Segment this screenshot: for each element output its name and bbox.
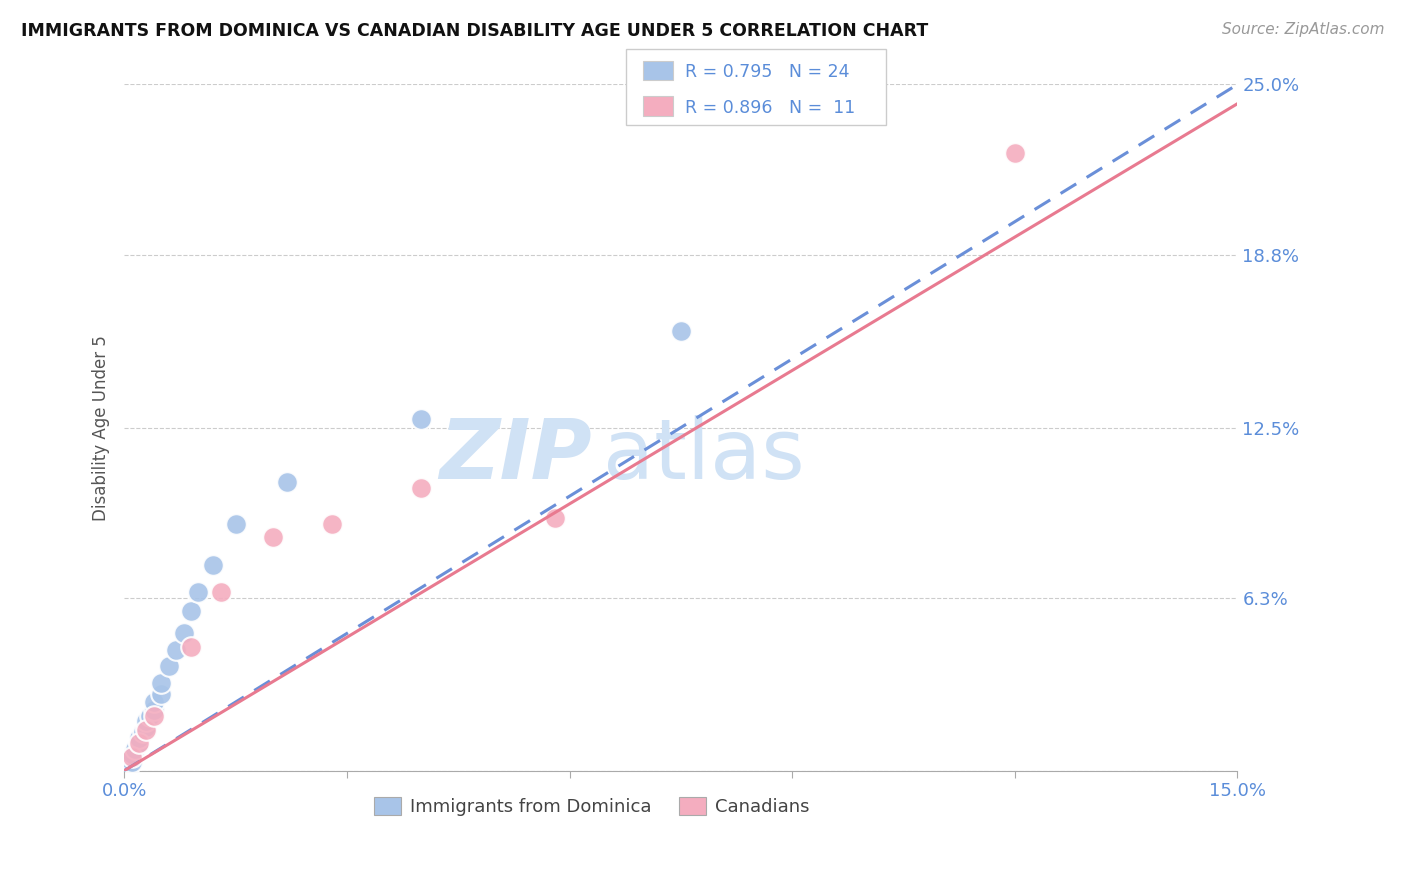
Point — [117, 761, 139, 775]
Text: ZIP: ZIP — [439, 415, 592, 496]
Y-axis label: Disability Age Under 5: Disability Age Under 5 — [93, 334, 110, 521]
Text: R = 0.896   N =  11: R = 0.896 N = 11 — [685, 99, 855, 117]
Point — [135, 714, 157, 729]
Point — [262, 530, 284, 544]
Text: IMMIGRANTS FROM DOMINICA VS CANADIAN DISABILITY AGE UNDER 5 CORRELATION CHART: IMMIGRANTS FROM DOMINICA VS CANADIAN DIS… — [21, 22, 928, 40]
Point — [121, 750, 143, 764]
Point — [121, 756, 143, 770]
Point — [180, 605, 202, 619]
Text: R = 0.795   N = 24: R = 0.795 N = 24 — [685, 63, 849, 81]
Point — [142, 708, 165, 723]
Point — [150, 687, 173, 701]
Point — [128, 731, 150, 745]
Point — [139, 708, 162, 723]
Point — [165, 643, 187, 657]
Text: Source: ZipAtlas.com: Source: ZipAtlas.com — [1222, 22, 1385, 37]
Point — [187, 585, 209, 599]
Point — [1004, 146, 1026, 161]
Point — [135, 720, 157, 734]
Point — [409, 412, 432, 426]
Legend: Immigrants from Dominica, Canadians: Immigrants from Dominica, Canadians — [367, 789, 817, 823]
Point — [128, 736, 150, 750]
Point — [321, 516, 343, 531]
Point — [544, 511, 567, 525]
Text: atlas: atlas — [603, 415, 804, 496]
Point — [173, 626, 195, 640]
Point — [142, 703, 165, 717]
Point — [132, 725, 155, 739]
Point — [209, 585, 232, 599]
Point — [157, 659, 180, 673]
Point — [121, 747, 143, 762]
Point — [180, 640, 202, 655]
Point — [128, 736, 150, 750]
Point — [409, 481, 432, 495]
Point — [669, 325, 692, 339]
Point — [150, 676, 173, 690]
Point — [135, 723, 157, 737]
Point — [225, 516, 247, 531]
Point — [276, 475, 298, 490]
Point — [202, 558, 225, 572]
Point — [124, 741, 146, 756]
Point — [142, 695, 165, 709]
